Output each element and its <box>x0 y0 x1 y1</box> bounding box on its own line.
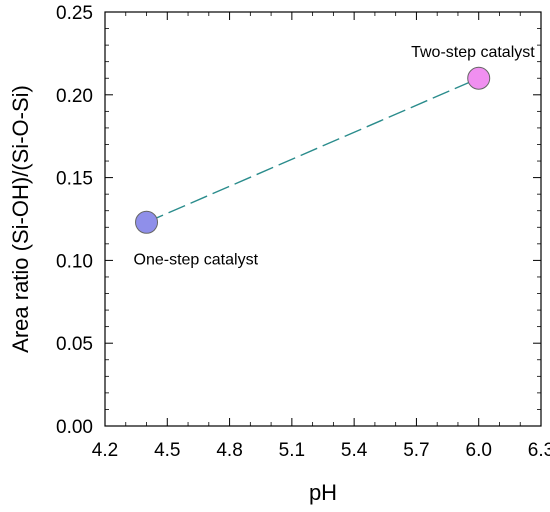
plot-frame <box>104 11 542 427</box>
y-tick-label: 0.15 <box>56 169 93 190</box>
x-tick-label: 5.4 <box>341 440 368 461</box>
x-tick-label: 5.1 <box>279 440 305 461</box>
data-point <box>135 210 159 234</box>
x-tick-label: 4.2 <box>92 440 118 461</box>
x-axis-ticks: 4.2 4.5 4.8 5.1 5.4 5.7 6.0 6.3 <box>92 12 550 461</box>
y-tick-label: 0.00 <box>56 417 93 438</box>
x-axis-title: pH <box>309 480 337 505</box>
x-tick-label: 4.8 <box>216 440 242 461</box>
x-tick-label: 6.0 <box>466 440 492 461</box>
y-tick-label: 0.20 <box>56 86 93 107</box>
y-axis-title: Area ratio (Si-OH)/(Si-O-Si) <box>8 85 33 353</box>
x-tick-label: 5.7 <box>403 440 429 461</box>
trend-line <box>146 77 479 223</box>
y-tick-label: 0.05 <box>56 334 93 355</box>
plot-axes <box>104 11 542 427</box>
y-axis-ticks: 0.00 0.05 0.10 0.15 0.20 0.25 <box>56 3 541 438</box>
point-annotation: Two-step catalyst <box>411 44 535 61</box>
x-tick-label: 6.3 <box>528 440 550 461</box>
data-marks: One-step catalyst Two-step catalyst <box>134 44 536 268</box>
y-tick-label: 0.10 <box>56 251 93 272</box>
y-tick-label: 0.25 <box>56 3 93 24</box>
x-tick-label: 4.5 <box>154 440 180 461</box>
point-annotation: One-step catalyst <box>134 251 259 268</box>
data-point <box>467 66 491 90</box>
